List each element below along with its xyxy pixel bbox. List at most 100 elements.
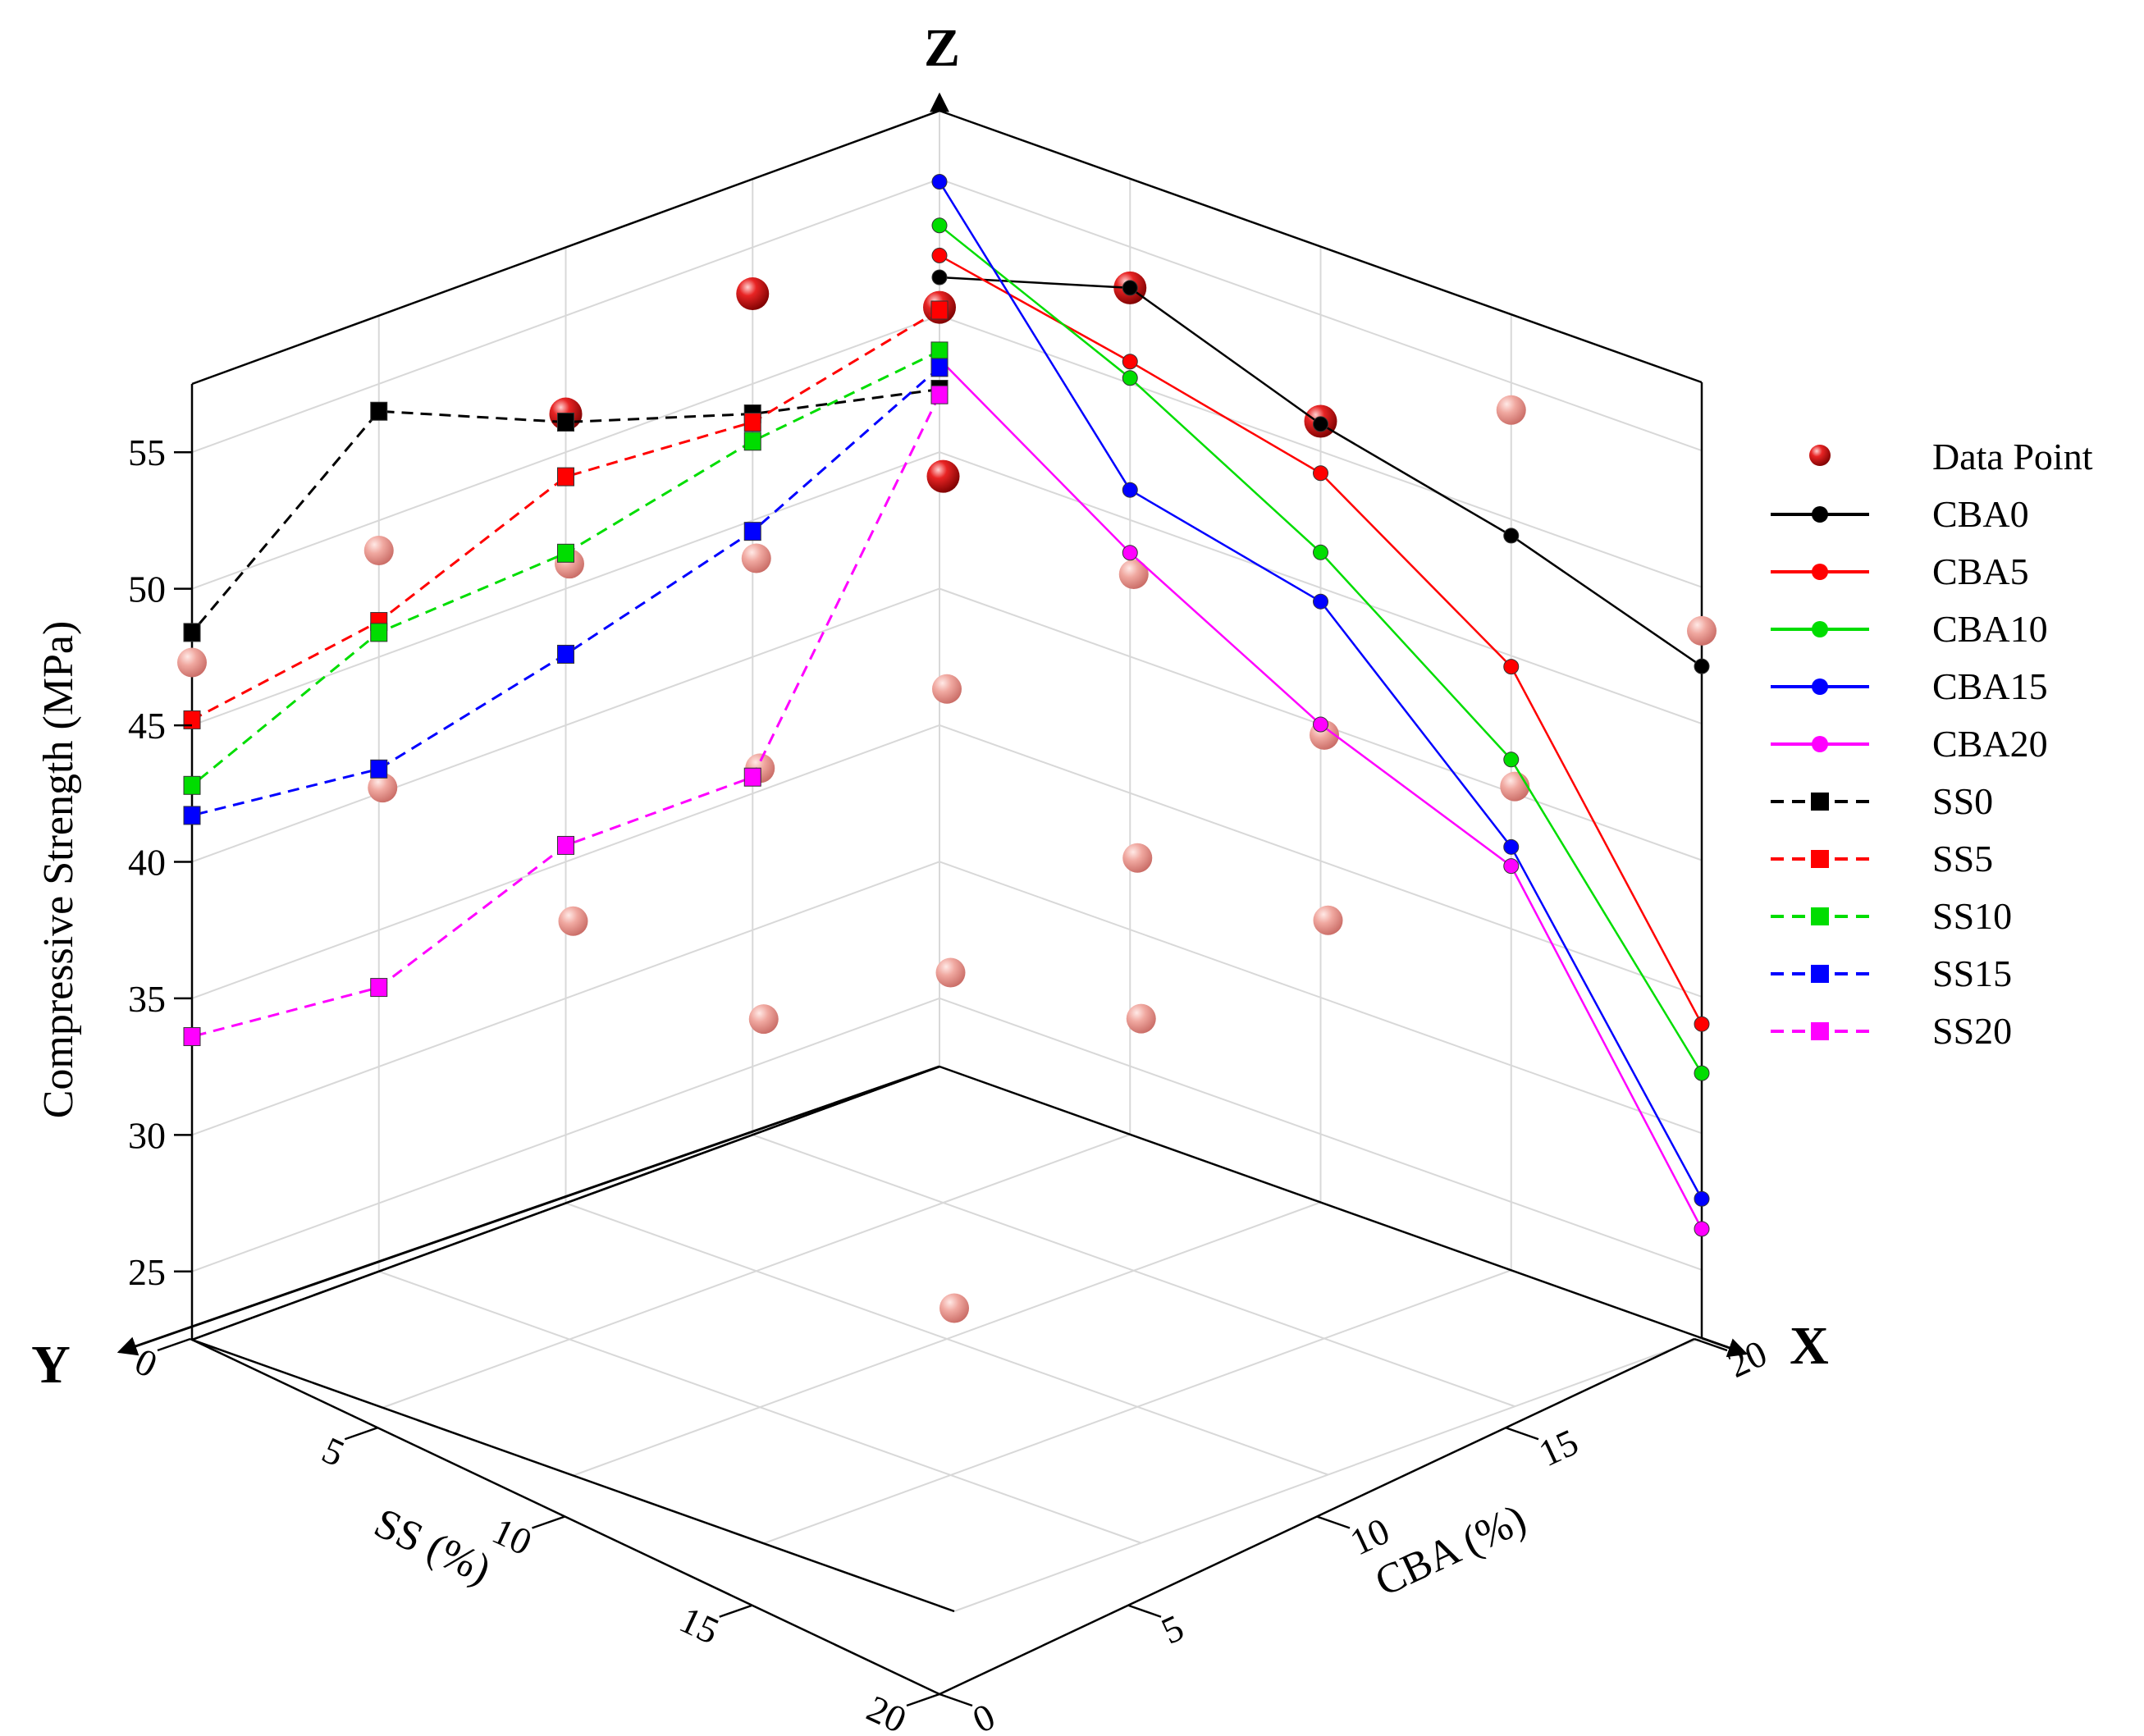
x-tick-label: 0 xyxy=(967,1695,1001,1732)
y-axis-title: SS (%) xyxy=(368,1500,498,1594)
data-point-sphere xyxy=(363,536,394,566)
series-marker-cba10 xyxy=(1122,370,1138,386)
series-marker-cba15 xyxy=(1122,482,1138,498)
data-point-sphere xyxy=(736,277,770,311)
legend-marker-cba15 xyxy=(1812,678,1828,695)
series-marker-ss10 xyxy=(743,432,761,451)
series-marker-cba10 xyxy=(1313,544,1328,560)
data-points-layer xyxy=(177,271,1717,1323)
data-point-sphere xyxy=(1687,615,1717,646)
series-marker-cba15 xyxy=(1503,838,1520,855)
legend-label-ss15: SS15 xyxy=(1932,953,2012,994)
series-lines-layer xyxy=(183,174,1710,1237)
data-point-sphere xyxy=(1496,395,1526,425)
z-tick-label: 45 xyxy=(128,705,166,747)
series-marker-cba5 xyxy=(1503,659,1520,675)
z-tick-label: 35 xyxy=(128,978,166,1020)
legend-marker-cba5 xyxy=(1812,564,1828,580)
series-marker-ss15 xyxy=(557,644,574,664)
series-marker-cba10 xyxy=(1694,1065,1710,1081)
data-point-sphere xyxy=(748,1004,779,1035)
series-marker-cba10 xyxy=(931,217,948,234)
legend-label-ss10: SS10 xyxy=(1932,895,2012,937)
series-marker-ss20 xyxy=(183,1027,201,1047)
y-tick xyxy=(532,1515,565,1529)
series-marker-cba5 xyxy=(931,247,948,263)
x-tick xyxy=(1505,1427,1539,1441)
legend-label-ss0: SS0 xyxy=(1932,780,1993,822)
series-marker-ss10 xyxy=(557,543,574,563)
data-point-sphere xyxy=(177,647,207,678)
data-point-sphere xyxy=(1118,559,1149,589)
grid-floor-y xyxy=(378,1270,1142,1544)
data-point-sphere xyxy=(1126,1003,1156,1034)
series-marker-cba20 xyxy=(1313,716,1328,733)
grid-floor-y xyxy=(752,1134,1515,1408)
series-marker-cba0 xyxy=(1694,658,1710,674)
series-marker-cba20 xyxy=(1694,1221,1710,1237)
x-tick-label: 15 xyxy=(1533,1421,1584,1475)
series-marker-cba0 xyxy=(931,269,948,286)
series-line-ss5 xyxy=(191,308,940,721)
series-marker-cba15 xyxy=(1694,1190,1710,1207)
grid-floor-y xyxy=(565,1202,1328,1476)
z-tick-label: 40 xyxy=(128,842,166,884)
x-axis-arrow xyxy=(1701,1336,1749,1358)
y-axis-letter: Y xyxy=(31,1335,71,1395)
x-tick xyxy=(1127,1604,1162,1618)
series-marker-cba15 xyxy=(1313,593,1328,610)
data-point-sphere xyxy=(558,906,588,936)
data-point-sphere xyxy=(1313,905,1343,935)
data-point-sphere xyxy=(935,957,966,988)
legend-marker-ss0 xyxy=(1811,793,1829,811)
data-point-sphere xyxy=(1500,771,1530,802)
series-marker-ss5 xyxy=(557,467,574,487)
series-marker-ss20 xyxy=(370,978,388,998)
grid-xz-horizontal xyxy=(939,724,1703,998)
legend-marker-cba0 xyxy=(1812,506,1828,523)
x-tick xyxy=(1316,1515,1351,1529)
z-axis-letter: Z xyxy=(924,18,960,78)
x-tick xyxy=(939,1693,973,1707)
series-marker-cba20 xyxy=(1503,858,1520,875)
grid-yz-horizontal xyxy=(191,997,940,1272)
z-tick-label: 55 xyxy=(128,432,166,473)
x-axis-title: CBA (%) xyxy=(1369,1496,1534,1606)
legend-marker-ss20 xyxy=(1811,1022,1829,1040)
legend-label-cba15: CBA15 xyxy=(1932,665,2048,707)
data-point-sphere xyxy=(932,674,962,704)
series-marker-ss0 xyxy=(370,401,388,421)
grid-layer xyxy=(191,111,1703,1612)
series-marker-ss5 xyxy=(930,300,949,320)
legend-marker-cba10 xyxy=(1812,621,1828,637)
legend-marker-ss10 xyxy=(1811,907,1829,925)
data-point-sphere xyxy=(741,543,771,573)
y-tick xyxy=(719,1604,753,1618)
x-axis-line xyxy=(191,1338,955,1613)
series-marker-ss15 xyxy=(370,759,388,779)
series-marker-ss10 xyxy=(183,775,201,795)
series-marker-ss10 xyxy=(370,623,388,642)
x-tick-label: 5 xyxy=(1155,1606,1190,1652)
y-tick-label: 15 xyxy=(674,1598,725,1652)
frame-edge xyxy=(939,1065,1703,1340)
y-axis-floor-edge xyxy=(191,1065,940,1341)
frame-edge xyxy=(939,109,1703,384)
series-marker-ss10 xyxy=(930,341,949,361)
z-axis-title: Compressive Strength (MPa) xyxy=(35,621,82,1119)
frame-edge xyxy=(191,109,940,386)
legend-label-cba0: CBA0 xyxy=(1932,493,2029,535)
grid-xz-horizontal xyxy=(939,997,1703,1271)
grid-yz-horizontal xyxy=(191,587,940,863)
series-marker-ss0 xyxy=(557,413,574,432)
legend-marker-ss15 xyxy=(1811,965,1829,983)
series-marker-cba10 xyxy=(1503,752,1520,768)
series-marker-cba0 xyxy=(1503,528,1520,544)
legend-label-cba10: CBA10 xyxy=(1932,608,2048,650)
grid-yz-horizontal xyxy=(191,861,940,1136)
data-point-sphere xyxy=(1122,843,1153,873)
series-marker-cba15 xyxy=(931,174,948,190)
